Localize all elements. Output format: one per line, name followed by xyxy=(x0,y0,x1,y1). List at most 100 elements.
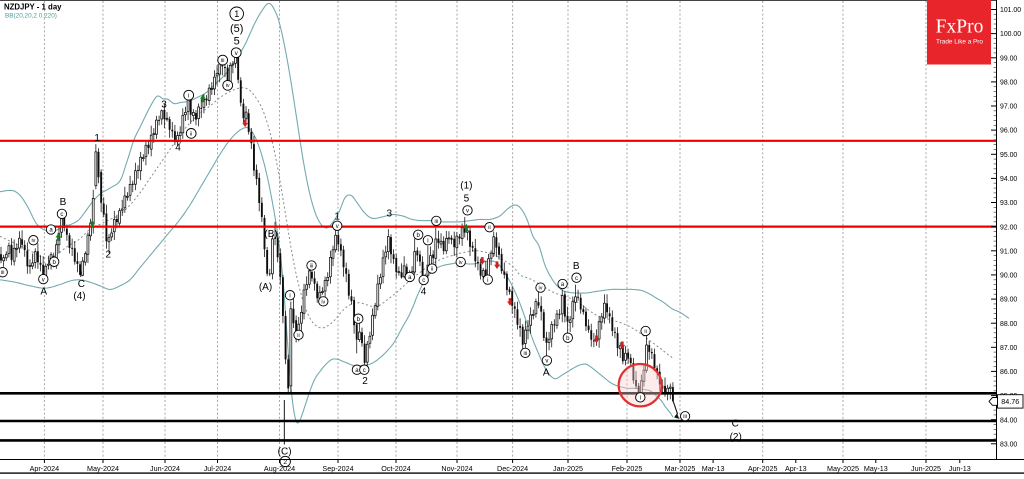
svg-text:iii: iii xyxy=(310,263,314,269)
svg-text:i: i xyxy=(640,396,641,402)
svg-text:b: b xyxy=(357,317,361,323)
svg-text:Nov-2024: Nov-2024 xyxy=(441,464,472,473)
svg-text:iv: iv xyxy=(31,238,35,244)
svg-text:Dec-2024: Dec-2024 xyxy=(497,464,528,473)
svg-text:Trade Like a Pro: Trade Like a Pro xyxy=(936,38,983,45)
svg-text:A: A xyxy=(543,367,550,378)
svg-text:1: 1 xyxy=(94,133,100,144)
svg-text:b: b xyxy=(566,336,570,342)
svg-text:100.00: 100.00 xyxy=(1000,31,1021,38)
svg-text:84.76: 84.76 xyxy=(1001,397,1019,406)
svg-text:(1): (1) xyxy=(460,180,472,191)
svg-text:v: v xyxy=(336,224,339,230)
svg-text:i: i xyxy=(289,293,290,299)
svg-text:a: a xyxy=(408,275,412,281)
svg-text:3: 3 xyxy=(161,100,167,111)
svg-text:94.00: 94.00 xyxy=(1000,176,1017,183)
svg-text:Jun-13: Jun-13 xyxy=(949,464,971,473)
svg-text:98.00: 98.00 xyxy=(1000,80,1017,87)
svg-text:(2): (2) xyxy=(730,432,742,443)
svg-text:Oct-2024: Oct-2024 xyxy=(381,464,411,473)
svg-text:v: v xyxy=(545,359,548,365)
svg-text:Jul-2024: Jul-2024 xyxy=(204,464,232,473)
svg-text:Sep-2024: Sep-2024 xyxy=(322,464,353,473)
svg-text:87.00: 87.00 xyxy=(1000,345,1017,352)
svg-text:iii: iii xyxy=(683,414,687,420)
svg-text:v: v xyxy=(466,209,469,215)
svg-text:93.00: 93.00 xyxy=(1000,200,1017,207)
svg-text:ii: ii xyxy=(297,333,299,339)
svg-text:95.00: 95.00 xyxy=(1000,152,1017,159)
svg-text:4: 4 xyxy=(421,287,427,298)
svg-text:iii: iii xyxy=(221,58,225,64)
svg-text:iii: iii xyxy=(435,219,439,225)
svg-text:May-2025: May-2025 xyxy=(827,464,859,473)
svg-text:96.00: 96.00 xyxy=(1000,128,1017,135)
svg-text:1: 1 xyxy=(334,212,340,223)
svg-text:88.00: 88.00 xyxy=(1000,321,1017,328)
svg-text:c: c xyxy=(363,368,366,374)
svg-text:Jan-2025: Jan-2025 xyxy=(553,464,583,473)
svg-text:5: 5 xyxy=(464,194,470,205)
svg-text:Mar-13: Mar-13 xyxy=(702,464,725,473)
svg-text:B: B xyxy=(60,197,67,208)
svg-text:v: v xyxy=(235,50,239,57)
svg-text:ii: ii xyxy=(644,329,646,335)
svg-text:Aug-2024: Aug-2024 xyxy=(264,464,295,473)
svg-text:(A): (A) xyxy=(259,282,272,293)
svg-text:May-2024: May-2024 xyxy=(87,464,119,473)
svg-text:(5): (5) xyxy=(230,23,243,35)
svg-text:Apr-2024: Apr-2024 xyxy=(30,464,60,473)
svg-text:99.00: 99.00 xyxy=(1000,55,1017,62)
svg-text:i: i xyxy=(427,239,428,245)
svg-text:4: 4 xyxy=(175,143,181,154)
svg-text:Apr-13: Apr-13 xyxy=(785,464,807,473)
svg-text:ii: ii xyxy=(190,131,192,137)
svg-text:86.00: 86.00 xyxy=(1000,369,1017,376)
svg-text:c: c xyxy=(60,212,63,218)
svg-text:ii: ii xyxy=(488,225,490,231)
svg-text:BB(20,20,2 0.220): BB(20,20,2 0.220) xyxy=(5,13,57,20)
svg-text:(4): (4) xyxy=(73,291,85,302)
svg-text:i: i xyxy=(487,278,488,284)
svg-text:iii: iii xyxy=(1,270,5,276)
svg-text:89.00: 89.00 xyxy=(1000,297,1017,304)
svg-text:ii: ii xyxy=(431,267,433,273)
svg-text:C: C xyxy=(78,279,85,290)
svg-text:A: A xyxy=(40,287,47,298)
svg-text:iv: iv xyxy=(459,260,463,266)
svg-text:v: v xyxy=(42,277,45,283)
svg-text:c: c xyxy=(575,276,578,282)
svg-text:iv: iv xyxy=(321,299,325,305)
svg-text:2: 2 xyxy=(106,249,112,260)
svg-text:May-13: May-13 xyxy=(864,464,888,473)
svg-text:a: a xyxy=(49,228,53,234)
svg-text:92.00: 92.00 xyxy=(1000,224,1017,231)
svg-text:(C): (C) xyxy=(278,446,292,457)
svg-text:a: a xyxy=(561,282,565,288)
svg-text:1: 1 xyxy=(234,9,239,19)
svg-text:91.00: 91.00 xyxy=(1000,248,1017,255)
svg-text:(B): (B) xyxy=(264,229,277,240)
svg-text:2: 2 xyxy=(362,376,368,387)
svg-text:FxPro: FxPro xyxy=(936,17,984,38)
svg-text:iv: iv xyxy=(539,286,543,292)
svg-text:3: 3 xyxy=(387,209,393,220)
svg-text:C: C xyxy=(732,419,739,430)
svg-text:84.00: 84.00 xyxy=(1000,417,1017,424)
svg-text:5: 5 xyxy=(234,36,240,48)
svg-text:83.00: 83.00 xyxy=(1000,441,1017,448)
svg-text:c: c xyxy=(422,278,425,284)
svg-text:97.00: 97.00 xyxy=(1000,104,1017,111)
svg-text:Apr-2025: Apr-2025 xyxy=(748,464,778,473)
svg-text:i: i xyxy=(188,93,189,99)
svg-text:Jun-2025: Jun-2025 xyxy=(911,464,941,473)
svg-text:a: a xyxy=(355,368,359,374)
svg-text:b: b xyxy=(53,260,57,266)
svg-text:b: b xyxy=(417,233,421,239)
svg-text:Mar-2025: Mar-2025 xyxy=(665,464,696,473)
svg-text:90.00: 90.00 xyxy=(1000,273,1017,280)
svg-text:iv: iv xyxy=(226,83,230,89)
svg-text:B: B xyxy=(573,261,580,272)
svg-text:Jun-2024: Jun-2024 xyxy=(150,464,180,473)
